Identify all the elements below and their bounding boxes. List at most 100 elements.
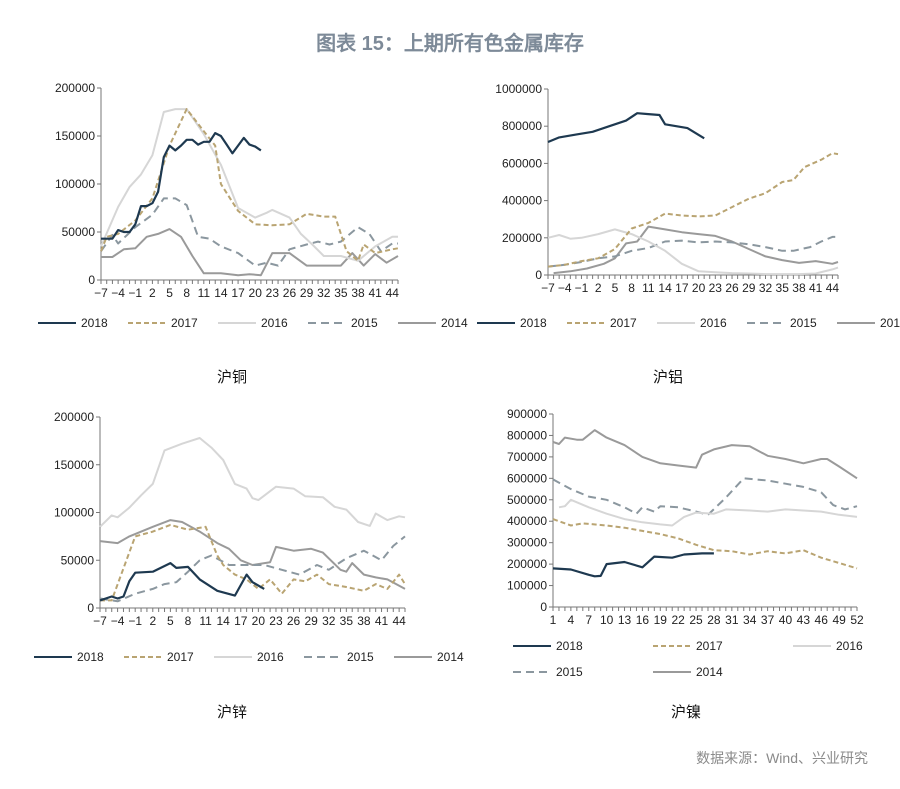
legend-label-2017: 2017 (696, 639, 723, 653)
y-tick-label: 50000 (61, 553, 95, 567)
x-tick-label: 8 (628, 281, 635, 295)
x-tick-label: 41 (375, 614, 389, 628)
y-tick-label: 600000 (507, 471, 547, 485)
x-tick-label: 35 (334, 286, 348, 300)
x-tick-label: 32 (759, 281, 773, 295)
series-line-2016 (99, 437, 406, 528)
x-tick-label: 46 (815, 613, 829, 627)
series-line-2018 (101, 132, 262, 240)
legend-label-2017: 2017 (610, 316, 637, 330)
x-tick-label: 20 (252, 614, 266, 628)
series-line-2018 (552, 552, 714, 578)
x-tick-label: 2 (149, 614, 156, 628)
x-tick-label: 35 (776, 281, 790, 295)
x-tick-label: 34 (743, 613, 757, 627)
x-tick-label: 29 (742, 281, 756, 295)
x-tick-label: 17 (234, 614, 248, 628)
x-tick-label: 25 (689, 613, 703, 627)
legend-label-2014: 2014 (880, 316, 900, 330)
x-tick-label: −7 (93, 614, 107, 628)
x-tick-label: 44 (386, 286, 400, 300)
x-tick-label: 23 (266, 286, 280, 300)
x-tick-label: 2 (595, 281, 602, 295)
chart-subtitle: 沪铝 (653, 368, 683, 386)
x-tick-label: 8 (185, 614, 192, 628)
x-tick-label: 14 (216, 614, 230, 628)
x-tick-label: 11 (199, 614, 212, 628)
y-tick-label: 0 (535, 268, 542, 282)
x-tick-label: 4 (568, 613, 575, 627)
y-tick-label: 1000000 (495, 82, 542, 96)
figure-title: 图表 15：上期所有色金属库存 (316, 31, 584, 55)
x-tick-label: −4 (558, 281, 572, 295)
x-tick-label: 23 (269, 614, 283, 628)
x-tick-label: 10 (600, 613, 614, 627)
series-line-2015 (552, 477, 858, 516)
chart-沪铜: 0 50000 100000 150000 200000 −7 −4 −1 2 5 8 11 14 17 2… (38, 81, 468, 386)
y-tick-label: 0 (540, 600, 547, 614)
x-tick-label: −1 (128, 286, 142, 300)
x-tick-label: 26 (287, 614, 301, 628)
x-tick-label: 1 (550, 613, 557, 627)
legend-label-2016: 2016 (257, 650, 284, 664)
chart-沪铝: 0 200000 400000 600000 800000 1000000 −7 −4 −1 2 5… (477, 82, 900, 386)
y-tick-label: 100000 (507, 579, 547, 593)
y-tick-label: 300000 (507, 536, 547, 550)
legend-label-2015: 2015 (347, 650, 374, 664)
x-tick-label: 14 (214, 286, 228, 300)
x-tick-label: 19 (654, 613, 668, 627)
series-line-2014 (101, 228, 399, 277)
y-tick-label: 500000 (507, 493, 547, 507)
x-tick-label: 22 (671, 613, 685, 627)
x-tick-label: 28 (707, 613, 721, 627)
x-tick-label: −4 (111, 614, 125, 628)
chart-subtitle: 沪锌 (217, 703, 247, 721)
y-tick-label: 50000 (62, 225, 96, 239)
x-tick-label: 38 (357, 614, 371, 628)
x-tick-label: 44 (826, 281, 840, 295)
legend-label-2018: 2018 (77, 650, 104, 664)
x-tick-label: 32 (322, 614, 336, 628)
y-tick-label: 400000 (502, 194, 542, 208)
y-tick-label: 200000 (54, 410, 94, 424)
legend-label-2017: 2017 (171, 316, 198, 330)
legend-label-2015: 2015 (556, 665, 583, 679)
x-tick-label: 38 (792, 281, 806, 295)
x-tick-label: 11 (642, 281, 655, 295)
series-line-2015 (99, 535, 406, 603)
y-tick-label: 150000 (54, 458, 94, 472)
x-tick-label: 5 (612, 281, 619, 295)
series-line-2017 (100, 523, 406, 602)
chart-沪锌: 0 50000 100000 150000 200000 −7 −4 −1 2 5 8 11 14 17 2… (34, 410, 464, 721)
x-tick-label: 17 (231, 286, 245, 300)
x-tick-label: 52 (850, 613, 864, 627)
x-tick-label: 40 (779, 613, 793, 627)
series-line-2017 (547, 152, 839, 268)
x-tick-label: 49 (832, 613, 846, 627)
y-tick-label: 700000 (507, 450, 547, 464)
x-tick-label: 20 (692, 281, 706, 295)
y-tick-label: 100000 (55, 177, 95, 191)
y-tick-label: 0 (87, 601, 94, 615)
x-tick-label: 29 (300, 286, 314, 300)
y-tick-label: 150000 (55, 129, 95, 143)
x-tick-label: 5 (166, 286, 173, 300)
y-tick-label: 0 (88, 273, 95, 287)
y-tick-label: 200000 (55, 81, 95, 95)
series-line-2018 (99, 562, 265, 602)
x-tick-label: 38 (351, 286, 365, 300)
y-tick-label: 200000 (502, 231, 542, 245)
x-tick-label: 20 (249, 286, 263, 300)
y-tick-label: 800000 (507, 428, 547, 442)
x-tick-label: 44 (392, 614, 406, 628)
x-tick-label: 26 (725, 281, 739, 295)
series-line-2014 (552, 429, 858, 480)
x-tick-label: 23 (709, 281, 723, 295)
legend-label-2014: 2014 (696, 665, 723, 679)
x-tick-label: −4 (111, 286, 125, 300)
legend-label-2018: 2018 (81, 316, 108, 330)
x-tick-label: 5 (167, 614, 174, 628)
legend-label-2015: 2015 (790, 316, 817, 330)
legend-label-2014: 2014 (441, 316, 468, 330)
